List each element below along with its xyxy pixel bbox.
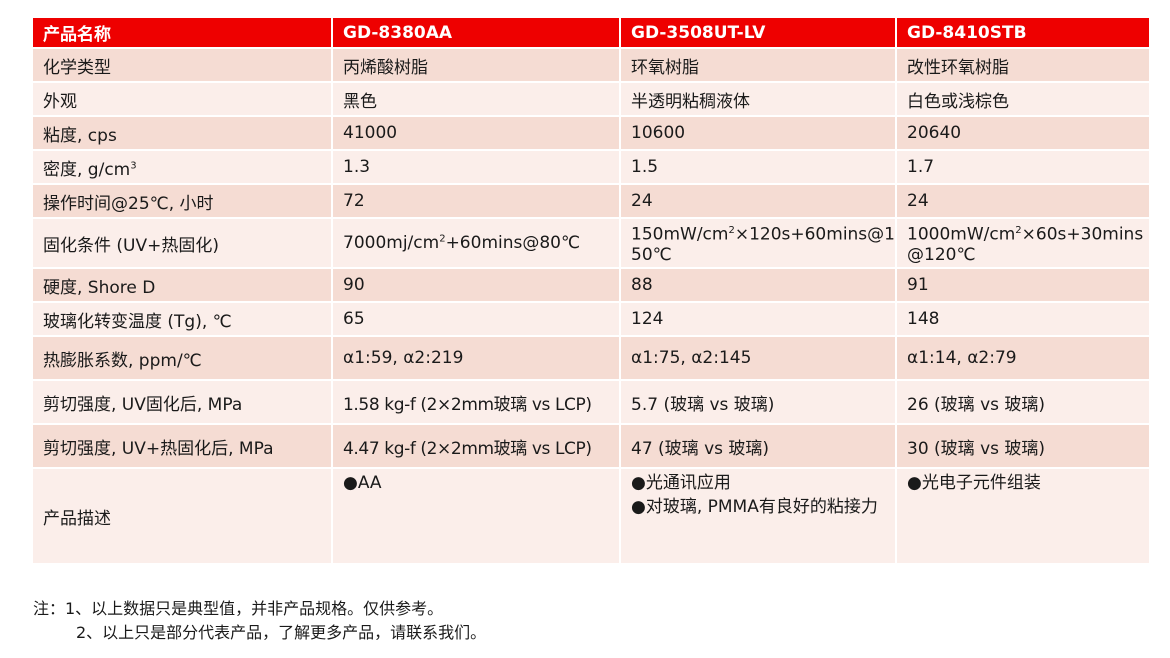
header-product-name: 产品名称: [33, 18, 333, 49]
cell-value: 24: [897, 185, 1149, 219]
cell-value: 10600: [621, 117, 897, 151]
row-label: 化学类型: [33, 49, 333, 83]
row-viscosity: 粘度, cps 41000 10600 20640: [33, 117, 1149, 151]
row-label: 剪切强度, UV+热固化后, MPa: [33, 425, 333, 469]
row-label: 热膨胀系数, ppm/℃: [33, 337, 333, 381]
cell-value: 20640: [897, 117, 1149, 151]
footnote-2: 2、以上只是部分代表产品，了解更多产品，请联系我们。: [76, 623, 487, 642]
row-label: 粘度, cps: [33, 117, 333, 151]
cell-value: 1.3: [333, 151, 621, 185]
product-spec-table: 产品名称 GD-8380AA GD-3508UT-LV GD-8410STB 化…: [33, 18, 1149, 565]
bullet-item: ●光通讯应用: [631, 473, 731, 493]
header-gd-8380aa: GD-8380AA: [333, 18, 621, 49]
row-working-time: 操作时间@25℃, 小时 72 24 24: [33, 185, 1149, 219]
cell-value: 7000mj/cm2+60mins@80℃: [333, 219, 621, 269]
cell-value: 白色或浅棕色: [897, 83, 1149, 117]
cell-value: 丙烯酸树脂: [333, 49, 621, 83]
cell-value: 改性环氧树脂: [897, 49, 1149, 83]
cell-value: 150mW/cm2×120s+60mins@150℃: [621, 219, 897, 269]
row-chemical-type: 化学类型 丙烯酸树脂 环氧树脂 改性环氧树脂: [33, 49, 1149, 83]
row-appearance: 外观 黑色 半透明粘稠液体 白色或浅棕色: [33, 83, 1149, 117]
cell-value: 1.7: [897, 151, 1149, 185]
header-gd-8410stb: GD-8410STB: [897, 18, 1149, 49]
cell-value: 半透明粘稠液体: [621, 83, 897, 117]
cell-value: 72: [333, 185, 621, 219]
row-label: 剪切强度, UV固化后, MPa: [33, 381, 333, 425]
row-label: 操作时间@25℃, 小时: [33, 185, 333, 219]
cell-value: 124: [621, 303, 897, 337]
cell-value: 41000: [333, 117, 621, 151]
cell-value: 4.47 kg-f (2×2mm玻璃 vs LCP): [333, 425, 621, 469]
row-label: 外观: [33, 83, 333, 117]
cell-value: ●光电子元件组装: [897, 469, 1149, 565]
cell-value: α1:14, α2:79: [897, 337, 1149, 381]
row-label: 固化条件 (UV+热固化): [33, 219, 333, 269]
row-label: 密度, g/cm3: [33, 151, 333, 185]
bullet-item: ●AA: [343, 473, 382, 493]
row-thermal-expansion: 热膨胀系数, ppm/℃ α1:59, α2:219 α1:75, α2:145…: [33, 337, 1149, 381]
row-shear-strength-uv-heat: 剪切强度, UV+热固化后, MPa 4.47 kg-f (2×2mm玻璃 vs…: [33, 425, 1149, 469]
cell-value: 47 (玻璃 vs 玻璃): [621, 425, 897, 469]
cell-value: 65: [333, 303, 621, 337]
row-product-description: 产品描述 ●AA ●光通讯应用 ●对玻璃, PMMA有良好的粘接力 ●光电子元件…: [33, 469, 1149, 565]
cell-value: 148: [897, 303, 1149, 337]
row-curing-conditions: 固化条件 (UV+热固化) 7000mj/cm2+60mins@80℃ 150m…: [33, 219, 1149, 269]
cell-value: 5.7 (玻璃 vs 玻璃): [621, 381, 897, 425]
cell-value: α1:75, α2:145: [621, 337, 897, 381]
cell-value: 黑色: [333, 83, 621, 117]
cell-value: 环氧树脂: [621, 49, 897, 83]
row-shear-strength-uv: 剪切强度, UV固化后, MPa 1.58 kg-f (2×2mm玻璃 vs L…: [33, 381, 1149, 425]
header-row: 产品名称 GD-8380AA GD-3508UT-LV GD-8410STB: [33, 18, 1149, 49]
cell-value: 24: [621, 185, 897, 219]
cell-value: 30 (玻璃 vs 玻璃): [897, 425, 1149, 469]
header-gd-3508ut-lv: GD-3508UT-LV: [621, 18, 897, 49]
cell-value: 26 (玻璃 vs 玻璃): [897, 381, 1149, 425]
cell-value: ●光通讯应用 ●对玻璃, PMMA有良好的粘接力: [621, 469, 897, 565]
row-glass-transition: 玻璃化转变温度 (Tg), ℃ 65 124 148: [33, 303, 1149, 337]
cell-value: 88: [621, 269, 897, 303]
row-label: 产品描述: [33, 469, 333, 565]
row-label: 硬度, Shore D: [33, 269, 333, 303]
cell-value: 1000mW/cm2×60s+30mins@120℃: [897, 219, 1149, 269]
footnotes: 注：1、以上数据只是典型值，并非产品规格。仅供参考。 2、以上只是部分代表产品，…: [33, 597, 486, 645]
cell-value: α1:59, α2:219: [333, 337, 621, 381]
cell-value: 1.5: [621, 151, 897, 185]
bullet-item: ●光电子元件组装: [907, 473, 1041, 493]
cell-value: 90: [333, 269, 621, 303]
cell-value: 1.58 kg-f (2×2mm玻璃 vs LCP): [333, 381, 621, 425]
footnote-1: 注：1、以上数据只是典型值，并非产品规格。仅供参考。: [33, 599, 444, 618]
row-label: 玻璃化转变温度 (Tg), ℃: [33, 303, 333, 337]
cell-value: 91: [897, 269, 1149, 303]
bullet-item: ●对玻璃, PMMA有良好的粘接力: [631, 497, 878, 517]
cell-value: ●AA: [333, 469, 621, 565]
row-hardness: 硬度, Shore D 90 88 91: [33, 269, 1149, 303]
row-density: 密度, g/cm3 1.3 1.5 1.7: [33, 151, 1149, 185]
